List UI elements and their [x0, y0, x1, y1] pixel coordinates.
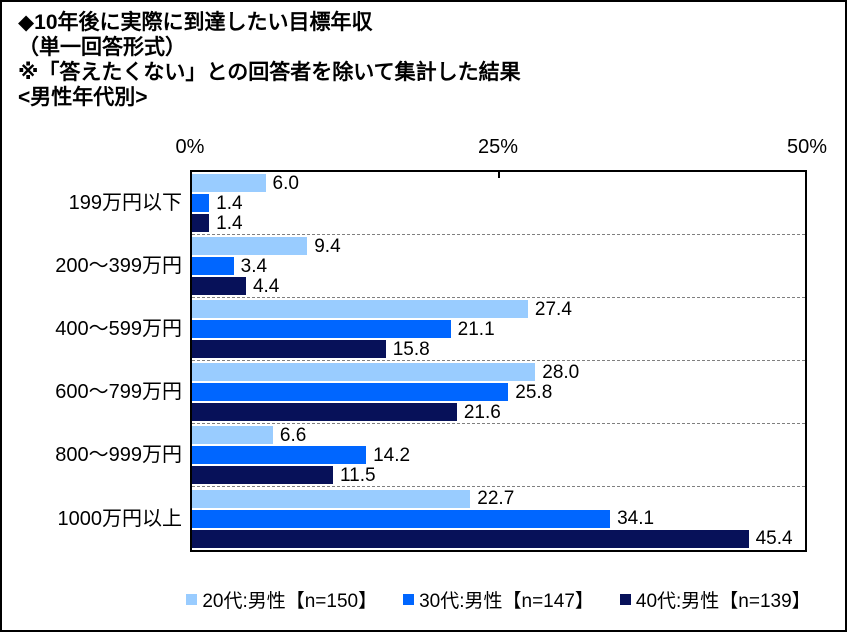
- bar-line: 34.1: [192, 508, 805, 529]
- bar: [192, 174, 266, 192]
- legend-swatch: [186, 594, 198, 605]
- bar-line: 14.2: [192, 444, 805, 466]
- bar: [192, 257, 234, 275]
- category-label: 200〜399万円: [55, 255, 182, 277]
- legend-label: 20代:男性【n=150】: [202, 591, 378, 612]
- category-row: 200〜399万円 9.4 3.4 4.4: [55, 235, 805, 298]
- bar: [192, 426, 273, 444]
- bar: [192, 363, 536, 381]
- x-axis-tick-label: 50%: [786, 136, 828, 158]
- value-label: 21.6: [463, 401, 501, 423]
- bar-line: 21.6: [192, 401, 805, 423]
- bar-line: 9.4: [192, 235, 805, 257]
- bar: [192, 277, 246, 295]
- bar: [192, 466, 333, 484]
- value-label: 28.0: [542, 361, 580, 383]
- chart-title-line-2: （単一回答形式）: [18, 36, 186, 59]
- bar-line: 45.4: [192, 528, 805, 549]
- value-label: 22.7: [477, 488, 515, 509]
- value-label: 1.4: [216, 212, 243, 234]
- bar: [192, 509, 611, 528]
- bar: [192, 214, 210, 232]
- category-label: 600〜799万円: [55, 381, 182, 403]
- category-row: 600〜799万円 28.0 25.8 21.6: [55, 361, 805, 424]
- chart-title-line-1: ◆10年後に実際に到達したい目標年収: [18, 11, 373, 34]
- legend-label: 30代:男性【n=147】: [419, 591, 594, 612]
- bar-line: 6.6: [192, 424, 805, 446]
- bar: [192, 446, 367, 464]
- bar: [192, 529, 749, 548]
- legend: 20代:男性【n=150】 30代:男性【n=147】 40代:男性【n=139】: [186, 586, 811, 613]
- bar: [192, 489, 471, 508]
- category-label: 800〜999万円: [55, 444, 182, 466]
- bar-line: 11.5: [192, 464, 805, 486]
- axis-tick-mark: [497, 172, 500, 178]
- bar-line: 25.8: [192, 381, 805, 403]
- value-label: 25.8: [515, 381, 553, 403]
- bar: [192, 237, 308, 255]
- x-axis-tick-label: 0%: [175, 136, 205, 158]
- category-row: 1000万円以上 22.7 34.1 45.4: [58, 487, 805, 550]
- legend-item: 40代:男性【n=139】: [619, 586, 811, 613]
- value-label: 4.4: [252, 275, 280, 297]
- value-label: 15.8: [392, 338, 430, 360]
- category-row: 800〜999万円 6.6 14.2 11.5: [55, 424, 805, 487]
- value-label: 9.4: [314, 235, 341, 257]
- category-row: 199万円以下 6.0 1.4 1.4: [69, 172, 805, 235]
- bar-line: 6.0: [192, 172, 805, 194]
- bar-line: 27.4: [192, 298, 805, 320]
- bar-line: 21.1: [192, 318, 805, 340]
- bar-line: 1.4: [192, 212, 805, 234]
- value-label: 21.1: [457, 318, 495, 340]
- bar-line: 1.4: [192, 192, 805, 214]
- bar: [192, 194, 210, 212]
- x-axis-tick-label: 25%: [477, 136, 519, 158]
- chart-title: ◆10年後に実際に到達したい目標年収 （単一回答形式） ※「答えたくない」との回…: [18, 10, 521, 110]
- legend-item: 20代:男性【n=150】: [186, 586, 377, 613]
- category-label: 1000万円以上: [57, 507, 183, 530]
- value-label: 27.4: [534, 298, 572, 320]
- value-label: 6.0: [272, 172, 299, 194]
- value-label: 11.5: [339, 464, 376, 486]
- bar: [192, 340, 386, 358]
- legend-swatch: [619, 594, 631, 605]
- bar: [192, 300, 528, 318]
- bar-line: 15.8: [192, 338, 805, 360]
- chart-title-line-3: ※「答えたくない」との回答者を除いて集計した結果: [18, 61, 521, 84]
- value-label: 6.6: [279, 424, 307, 446]
- bar-line: 22.7: [192, 488, 805, 509]
- legend-swatch: [403, 594, 415, 605]
- value-label: 3.4: [240, 255, 268, 277]
- value-label: 34.1: [617, 508, 655, 529]
- bar: [192, 320, 451, 338]
- chart-title-line-4: <男性年代別>: [18, 86, 148, 109]
- value-label: 14.2: [373, 444, 411, 466]
- category-label: 400〜599万円: [55, 318, 182, 340]
- legend-label: 40代:男性【n=139】: [635, 591, 811, 612]
- bar-line: 28.0: [192, 361, 805, 383]
- plot-area: 199万円以下 6.0 1.4 1.4 200〜399万円 9.4 3.4 4.4 400〜59…: [55, 170, 807, 552]
- bar: [192, 383, 509, 401]
- category-label: 199万円以下: [68, 192, 182, 214]
- bar-line: 3.4: [192, 255, 805, 277]
- bar: [192, 403, 457, 421]
- legend-item: 30代:男性【n=147】: [403, 586, 594, 613]
- category-row: 400〜599万円 27.4 21.1 15.8: [55, 298, 805, 361]
- bar-line: 4.4: [192, 275, 805, 297]
- value-label: 1.4: [216, 192, 243, 214]
- value-label: 45.4: [755, 528, 793, 549]
